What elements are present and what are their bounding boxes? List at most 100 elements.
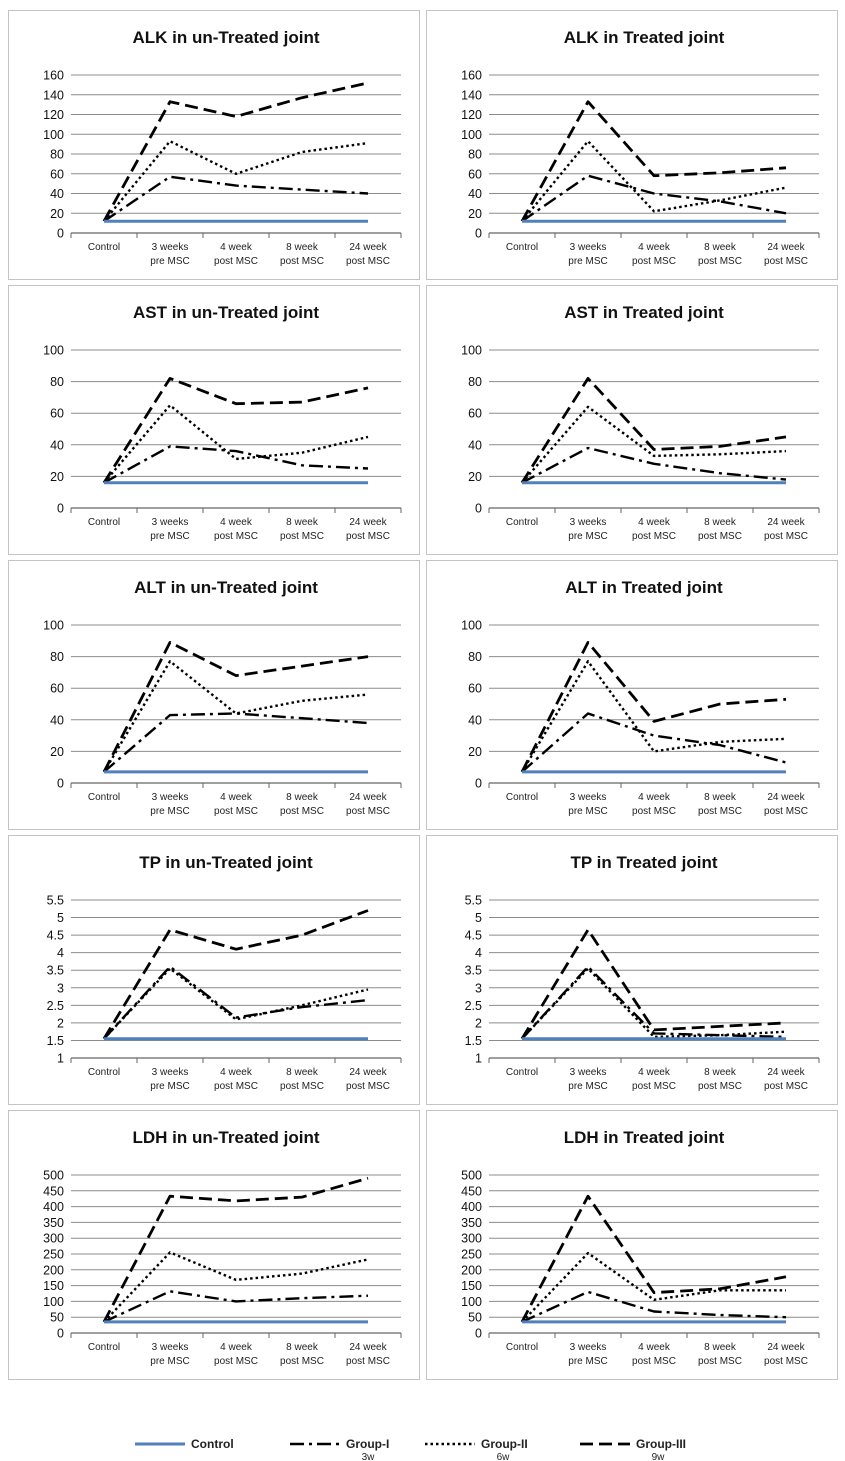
x-tick-label: 24 week xyxy=(767,242,805,253)
x-tick-label: 4 week xyxy=(220,517,253,528)
x-tick-label: post MSC xyxy=(346,1356,390,1367)
y-tick-label: 120 xyxy=(461,108,482,122)
y-tick-label: 2.5 xyxy=(47,999,64,1013)
x-tick-label: 4 week xyxy=(220,1342,253,1353)
x-tick-label: post MSC xyxy=(346,806,390,817)
series-line-group-i xyxy=(521,174,787,223)
y-tick-label: 100 xyxy=(43,619,64,633)
y-tick-label: 20 xyxy=(50,207,64,221)
legend: Control Group-I 3w Group-II 6w Group-III 9w xyxy=(0,1432,845,1461)
legend-label: Group-II xyxy=(481,1437,528,1451)
series-line-group-i xyxy=(103,445,369,484)
x-tick-label: post MSC xyxy=(214,531,258,542)
series-line-group-ii xyxy=(103,1251,369,1323)
chart-grid: ALK in un-Treated joint 0 20 40 60 80 100 120 14… xyxy=(8,10,845,1430)
x-tick-label: post MSC xyxy=(764,1081,808,1092)
x-tick-label: 8 week xyxy=(286,517,319,528)
legend-label: Group-I xyxy=(346,1437,389,1451)
series-line-group-ii xyxy=(521,967,787,1040)
series-line-group-iii xyxy=(102,909,369,1040)
chart-svg: ALK in un-Treated joint 0 20 40 60 80 100 120 14… xyxy=(43,28,402,267)
y-tick-label: 100 xyxy=(43,1295,64,1309)
x-tick-label: 3 weeks xyxy=(152,242,189,253)
x-tick-label: 3 weeks xyxy=(152,1067,189,1078)
chart-panel: TP in un-Treated joint 1 1.5 2 2.5 3 3.5 4 4.5 5 5… xyxy=(8,835,420,1105)
y-tick-label: 140 xyxy=(43,88,64,102)
legend-label: Control xyxy=(191,1437,234,1451)
x-tick-label: post MSC xyxy=(698,256,742,267)
series-line-group-i xyxy=(521,712,787,773)
y-tick-label: 100 xyxy=(461,1295,482,1309)
y-tick-label: 350 xyxy=(43,1216,64,1230)
chart-title: ALK in Treated joint xyxy=(564,28,725,47)
series-line-group-ii xyxy=(520,660,787,773)
x-tick-label: post MSC xyxy=(280,1081,324,1092)
x-tick-label: 24 week xyxy=(767,1067,805,1078)
y-tick-label: 20 xyxy=(50,745,64,759)
y-tick-label: 4 xyxy=(475,946,482,960)
y-tick-label: 3 xyxy=(57,981,64,995)
x-tick-label: Control xyxy=(88,242,120,253)
x-tick-label: post MSC xyxy=(698,531,742,542)
series-line-group-i xyxy=(103,175,369,223)
y-tick-label: 140 xyxy=(461,88,482,102)
x-tick-label: post MSC xyxy=(764,531,808,542)
x-tick-label: pre MSC xyxy=(150,256,189,267)
x-tick-label: post MSC xyxy=(632,806,676,817)
y-tick-label: 5.5 xyxy=(465,894,482,908)
x-tick-label: post MSC xyxy=(280,806,324,817)
x-tick-label: 8 week xyxy=(704,1342,737,1353)
y-tick-label: 40 xyxy=(50,713,64,727)
y-tick-label: 80 xyxy=(50,650,64,664)
y-tick-label: 150 xyxy=(461,1279,482,1293)
chart-title: LDH in Treated joint xyxy=(564,1128,725,1147)
y-tick-label: 100 xyxy=(43,128,64,142)
x-tick-label: post MSC xyxy=(632,256,676,267)
y-tick-label: 100 xyxy=(461,344,482,358)
chart-svg: ALT in Treated joint 0 20 40 60 80 100 Control 3… xyxy=(461,578,820,817)
x-tick-label: pre MSC xyxy=(568,531,607,542)
y-tick-label: 20 xyxy=(468,470,482,484)
y-tick-label: 60 xyxy=(50,407,64,421)
x-tick-label: Control xyxy=(88,792,120,803)
y-tick-label: 40 xyxy=(50,187,64,201)
y-tick-label: 250 xyxy=(461,1248,482,1262)
x-tick-label: Control xyxy=(88,1067,120,1078)
y-tick-label: 500 xyxy=(461,1169,482,1183)
x-tick-label: Control xyxy=(88,517,120,528)
y-tick-label: 100 xyxy=(43,344,64,358)
y-tick-label: 80 xyxy=(468,375,482,389)
x-tick-label: pre MSC xyxy=(150,1081,189,1092)
y-tick-label: 0 xyxy=(475,1327,482,1341)
y-tick-label: 40 xyxy=(468,713,482,727)
x-tick-label: post MSC xyxy=(632,1081,676,1092)
y-tick-label: 120 xyxy=(43,108,64,122)
y-tick-label: 1 xyxy=(475,1052,482,1066)
y-tick-label: 1.5 xyxy=(465,1034,482,1048)
y-tick-label: 4.5 xyxy=(47,929,64,943)
x-tick-label: 8 week xyxy=(286,792,319,803)
x-tick-label: 8 week xyxy=(704,242,737,253)
chart-svg: AST in un-Treated joint 0 20 40 60 80 100 Contr… xyxy=(43,303,402,542)
x-tick-label: post MSC xyxy=(764,1356,808,1367)
x-tick-label: pre MSC xyxy=(568,256,607,267)
series-line-group-iii xyxy=(102,377,369,484)
x-tick-label: post MSC xyxy=(280,1356,324,1367)
x-tick-label: 3 weeks xyxy=(570,242,607,253)
x-tick-label: post MSC xyxy=(214,1081,258,1092)
series-line-group-i xyxy=(521,446,787,484)
series-line-group-ii xyxy=(103,139,369,222)
y-tick-label: 60 xyxy=(50,682,64,696)
y-tick-label: 0 xyxy=(475,502,482,516)
y-tick-label: 2.5 xyxy=(465,999,482,1013)
chart-title: ALT in un-Treated joint xyxy=(134,578,318,597)
x-tick-label: post MSC xyxy=(214,1356,258,1367)
x-tick-label: 8 week xyxy=(704,517,737,528)
legend-sublabel: 6w xyxy=(497,1452,511,1461)
x-tick-label: post MSC xyxy=(346,531,390,542)
y-tick-label: 0 xyxy=(57,227,64,241)
chart-title: ALK in un-Treated joint xyxy=(133,28,320,47)
x-tick-label: post MSC xyxy=(346,256,390,267)
